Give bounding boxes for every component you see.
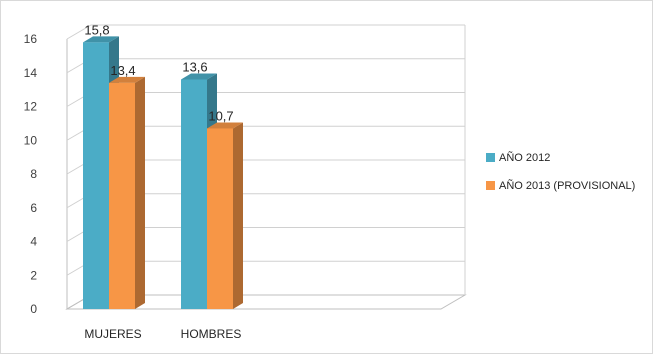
bars xyxy=(83,36,243,309)
y-tick-label: 6 xyxy=(30,201,37,215)
legend-item: AÑO 2012 xyxy=(486,151,550,164)
x-axis-ticks: MUJERES HOMBRES xyxy=(84,327,241,341)
gridline xyxy=(66,24,465,40)
bar-side xyxy=(135,76,145,309)
data-label: 13,4 xyxy=(110,63,135,78)
bar-top xyxy=(181,73,217,80)
legend-swatch xyxy=(486,153,495,162)
y-tick-label: 14 xyxy=(24,66,38,80)
bar-top xyxy=(207,122,243,129)
bar-top xyxy=(109,76,145,83)
data-labels: 15,8 13,4 13,6 10,7 xyxy=(84,22,233,123)
y-tick-label: 10 xyxy=(24,133,38,147)
y-tick-label: 12 xyxy=(24,100,38,114)
data-label: 15,8 xyxy=(84,22,109,37)
bar-front xyxy=(181,79,207,309)
y-tick-label: 8 xyxy=(30,167,37,181)
legend-label: AÑO 2013 (PROVISIONAL) xyxy=(499,179,635,192)
x-tick-label: HOMBRES xyxy=(181,327,242,341)
bar-front xyxy=(83,42,109,309)
bar-front xyxy=(207,128,233,309)
legend: AÑO 2012 AÑO 2013 (PROVISIONAL) xyxy=(486,151,635,192)
legend-label: AÑO 2012 xyxy=(499,151,550,164)
y-tick-label: 16 xyxy=(24,32,38,46)
y-axis-ticks: 0 2 4 6 8 10 12 14 16 xyxy=(24,32,38,316)
bar xyxy=(207,122,243,309)
bar-side xyxy=(233,122,243,309)
legend-swatch xyxy=(486,181,495,190)
legend-item: AÑO 2013 (PROVISIONAL) xyxy=(486,179,635,192)
y-tick-label: 2 xyxy=(30,268,37,282)
bar-front xyxy=(109,82,135,309)
x-tick-label: MUJERES xyxy=(84,327,141,341)
data-label: 13,6 xyxy=(182,60,207,75)
bar-top xyxy=(83,36,119,43)
data-label: 10,7 xyxy=(208,108,233,123)
y-tick-label: 0 xyxy=(30,302,37,316)
bar xyxy=(109,76,145,309)
y-tick-label: 4 xyxy=(30,235,37,249)
